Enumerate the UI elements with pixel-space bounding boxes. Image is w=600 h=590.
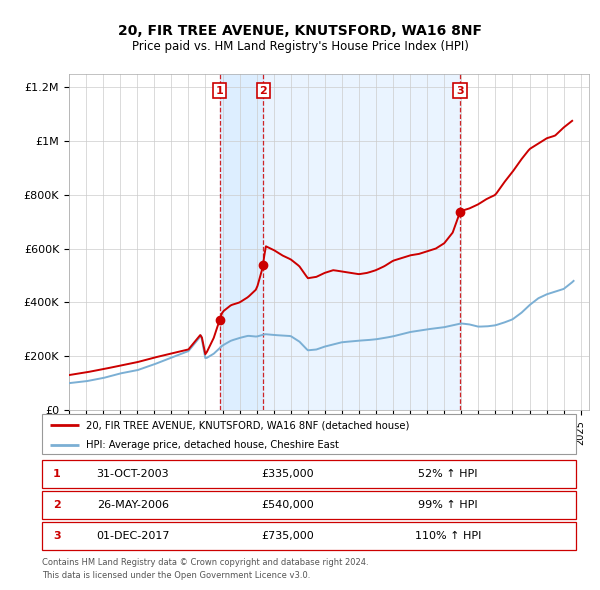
Bar xyxy=(263,74,460,410)
Text: 52% ↑ HPI: 52% ↑ HPI xyxy=(418,470,478,479)
Text: 3: 3 xyxy=(53,531,61,540)
Text: This data is licensed under the Open Government Licence v3.0.: This data is licensed under the Open Gov… xyxy=(42,571,310,580)
Text: £540,000: £540,000 xyxy=(261,500,314,510)
Text: 31-OCT-2003: 31-OCT-2003 xyxy=(97,470,169,479)
Text: £735,000: £735,000 xyxy=(261,531,314,540)
Text: 01-DEC-2017: 01-DEC-2017 xyxy=(96,531,170,540)
Text: 2: 2 xyxy=(260,86,268,96)
FancyBboxPatch shape xyxy=(42,491,576,519)
Text: 1: 1 xyxy=(53,470,61,479)
Text: 20, FIR TREE AVENUE, KNUTSFORD, WA16 8NF: 20, FIR TREE AVENUE, KNUTSFORD, WA16 8NF xyxy=(118,24,482,38)
Text: 20, FIR TREE AVENUE, KNUTSFORD, WA16 8NF (detached house): 20, FIR TREE AVENUE, KNUTSFORD, WA16 8NF… xyxy=(86,420,409,430)
Text: Contains HM Land Registry data © Crown copyright and database right 2024.: Contains HM Land Registry data © Crown c… xyxy=(42,558,368,567)
Bar xyxy=(220,74,263,410)
FancyBboxPatch shape xyxy=(42,522,576,550)
Text: 110% ↑ HPI: 110% ↑ HPI xyxy=(415,531,481,540)
Text: Price paid vs. HM Land Registry's House Price Index (HPI): Price paid vs. HM Land Registry's House … xyxy=(131,40,469,53)
FancyBboxPatch shape xyxy=(42,414,576,454)
Text: 26-MAY-2006: 26-MAY-2006 xyxy=(97,500,169,510)
Text: £335,000: £335,000 xyxy=(262,470,314,479)
FancyBboxPatch shape xyxy=(42,460,576,489)
Text: 99% ↑ HPI: 99% ↑ HPI xyxy=(418,500,478,510)
Text: 2: 2 xyxy=(53,500,61,510)
Text: 1: 1 xyxy=(216,86,223,96)
Text: HPI: Average price, detached house, Cheshire East: HPI: Average price, detached house, Ches… xyxy=(86,441,338,451)
Text: 3: 3 xyxy=(456,86,464,96)
